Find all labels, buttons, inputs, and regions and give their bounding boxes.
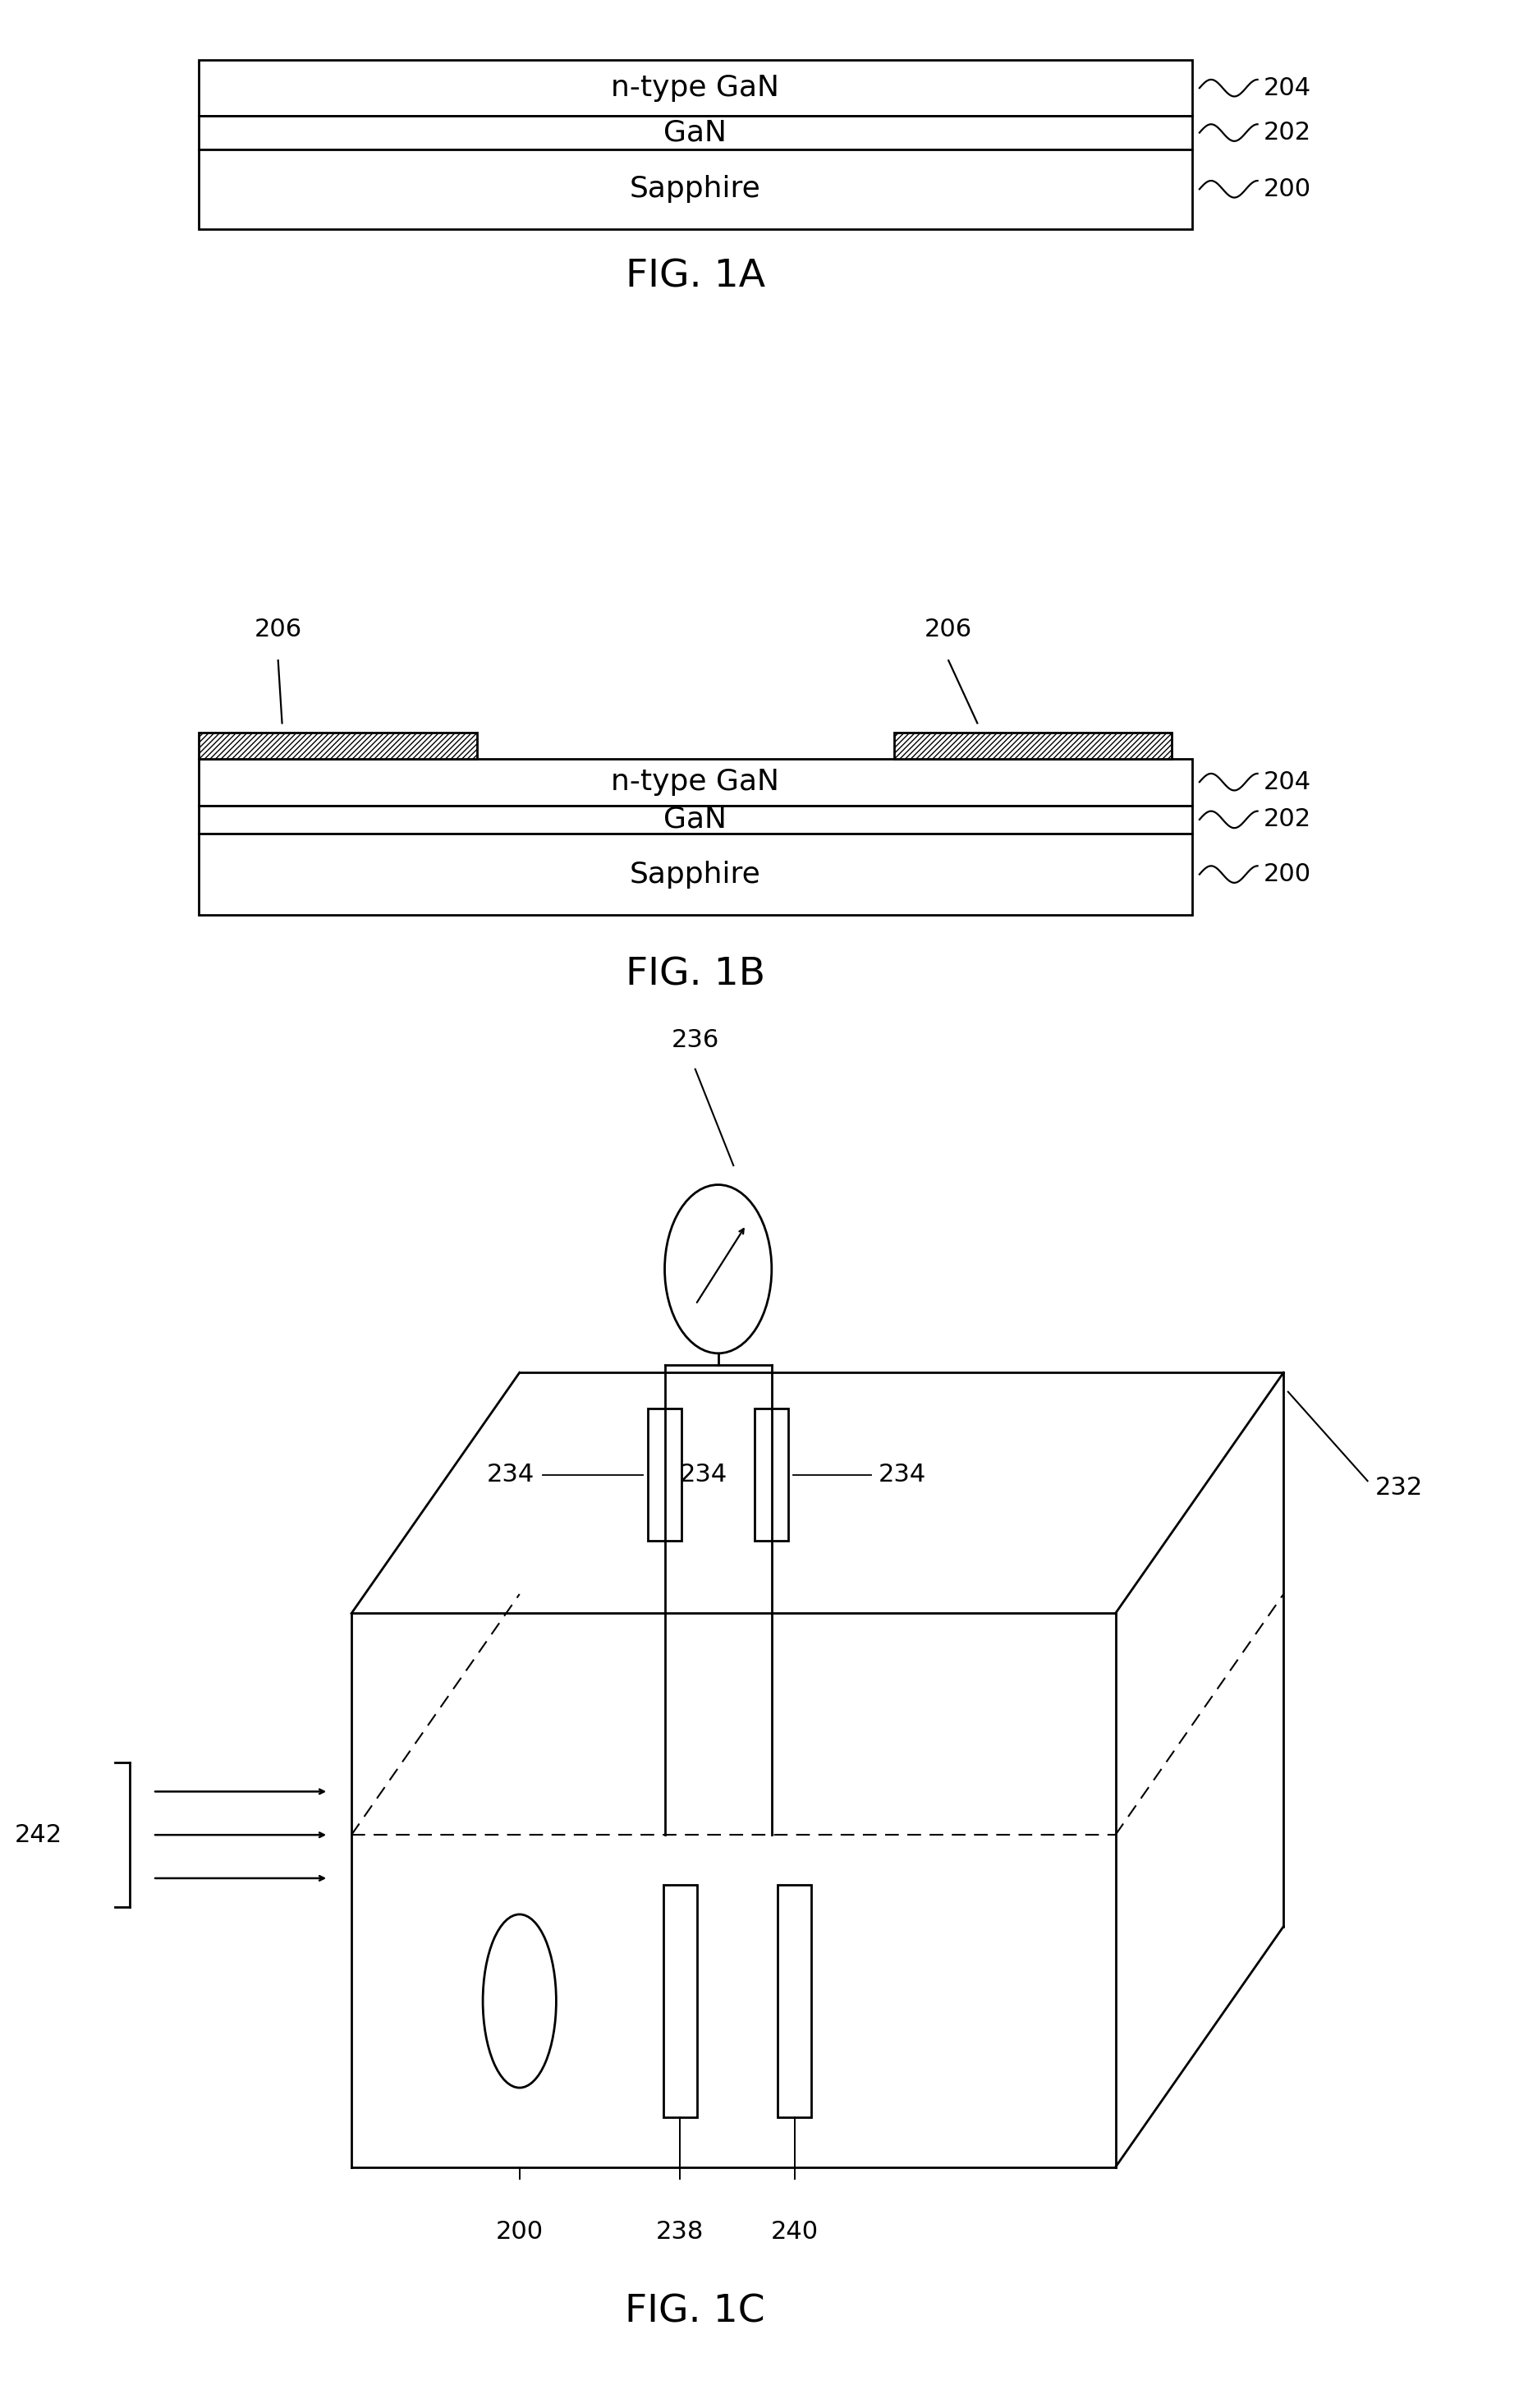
Text: 200: 200	[495, 2220, 544, 2244]
Text: 200: 200	[1264, 178, 1311, 200]
Text: 202: 202	[1264, 120, 1311, 144]
Text: 236: 236	[671, 1028, 720, 1052]
Text: 234: 234	[487, 1464, 535, 1486]
Bar	[199, 149, 1192, 229]
Bar	[199, 759, 1192, 804]
Text: n-type GaN: n-type GaN	[611, 75, 779, 101]
Text: 238: 238	[656, 2220, 704, 2244]
Text: GaN: GaN	[663, 118, 727, 147]
Text: FIG. 1B: FIG. 1B	[625, 956, 766, 995]
Text: n-type GaN: n-type GaN	[611, 768, 779, 797]
Bar	[199, 732, 477, 759]
Bar	[778, 1885, 811, 2117]
Bar	[648, 1409, 681, 1541]
Text: 206: 206	[924, 616, 972, 641]
Bar	[199, 60, 1192, 116]
Text: 234: 234	[680, 1464, 727, 1486]
Bar	[755, 1409, 788, 1541]
Text: 206: 206	[254, 616, 303, 641]
Text: FIG. 1C: FIG. 1C	[625, 2292, 766, 2331]
Text: 242: 242	[14, 1823, 63, 1847]
Text: 202: 202	[1264, 807, 1311, 831]
Text: 234: 234	[879, 1464, 926, 1486]
Bar	[894, 732, 1172, 759]
Text: 240: 240	[770, 2220, 819, 2244]
Text: GaN: GaN	[663, 807, 727, 833]
Bar	[199, 804, 1192, 833]
Bar	[663, 1885, 697, 2117]
Bar	[199, 116, 1192, 149]
Ellipse shape	[483, 1914, 556, 2088]
Text: Sapphire: Sapphire	[630, 860, 761, 889]
Bar	[199, 833, 1192, 915]
Text: Sapphire: Sapphire	[630, 176, 761, 202]
Text: 200: 200	[1264, 862, 1311, 886]
Text: FIG. 1A: FIG. 1A	[625, 258, 766, 296]
Text: 204: 204	[1264, 77, 1311, 99]
Text: 232: 232	[1375, 1476, 1423, 1500]
Text: 204: 204	[1264, 771, 1311, 795]
Circle shape	[665, 1185, 772, 1353]
